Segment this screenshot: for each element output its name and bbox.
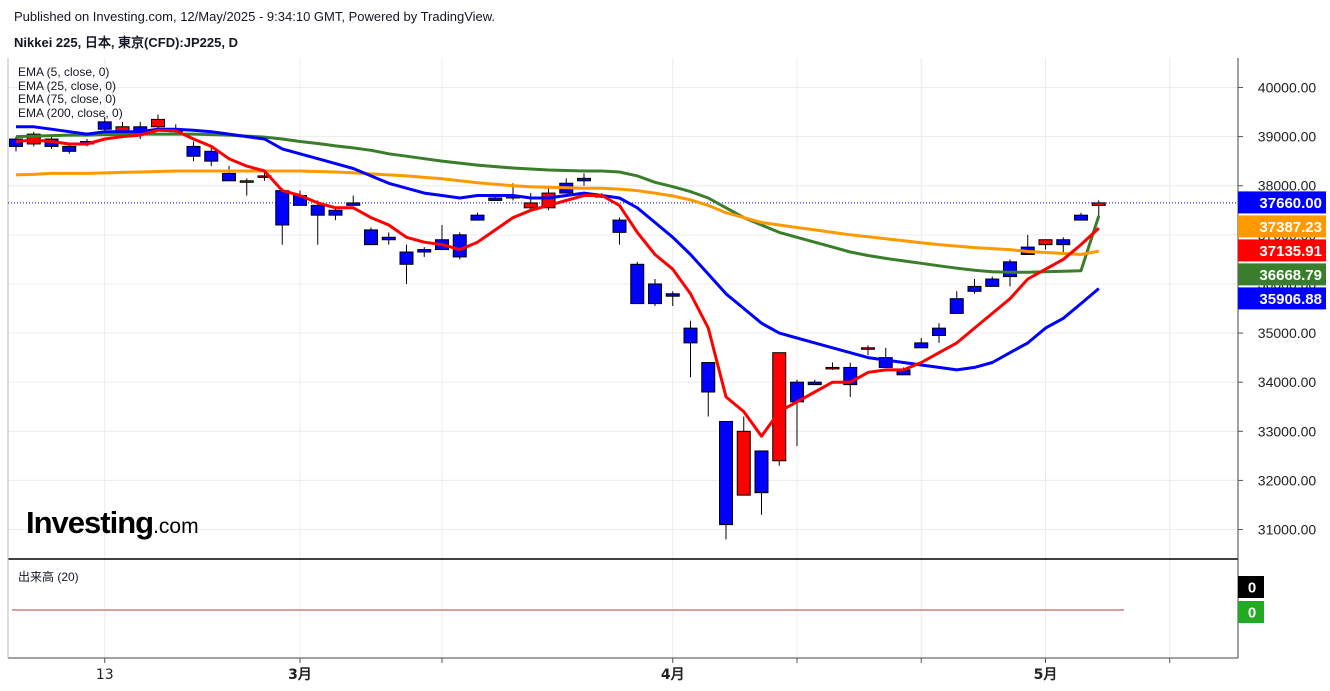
volume-value-label: 0 [1248,605,1256,622]
candle-body [1003,261,1017,278]
candle-body [151,118,165,128]
candle-body [754,450,769,494]
ema25-value-label: 35906.88 [1259,291,1322,308]
volume-value-bg [1238,601,1264,623]
candle-body [204,150,219,162]
candle-body [186,145,201,157]
candle-body [1074,214,1088,221]
candle-body [665,293,680,297]
ema5-value-label: 37135.91 [1259,243,1322,260]
candle-body [630,263,645,305]
ema75-value-label: 37387.23 [1259,219,1322,236]
ema-layer [15,125,1101,438]
candle-body [399,251,414,265]
candle-body [914,342,929,349]
x-axis: 13 3月 4月 5月 [96,658,1171,683]
x-tick-label: 5月 [1034,667,1058,683]
y-tick-label: 32000.00 [1258,472,1317,488]
x-tick-label: 4月 [661,667,685,683]
ema75-line [15,169,1100,256]
y-tick-label: 35000.00 [1258,325,1317,341]
legend-ema75: EMA (75, close, 0) [18,92,117,107]
legend-ema5: EMA (5, close, 0) [18,65,110,79]
candle-body [967,285,982,292]
last-price-label: 37660.00 [1259,195,1322,212]
ema200-value-label: 36668.79 [1259,267,1322,284]
volume-value-label: 0 [1248,580,1256,597]
instrument-title: Nikkei 225, 日本, 東京(CFD):JP225, D [14,35,238,50]
candle-body [825,366,840,370]
published-info: Published on Investing.com, 12/May/2025 … [14,9,496,24]
candle-body [577,177,591,182]
candle-body [97,121,112,130]
candle-body [1091,202,1106,206]
candle-body [878,357,893,368]
ema200-value-label-bg [1238,263,1326,286]
candle-body [275,190,290,226]
candle-body [985,278,1000,287]
logo-suffix: .com [153,515,199,538]
ema75-value-label-bg [1238,215,1326,238]
candle-body [1038,239,1053,246]
volume-value-bg [1238,576,1264,598]
candle-body [452,234,467,258]
ema25-value-label-bg [1238,287,1326,310]
candle-body [807,381,822,386]
candle-body [310,204,325,216]
chart-frame [7,58,1239,659]
candle-body [417,249,432,253]
candle-body [861,347,875,350]
candle-body [523,202,538,209]
candle-body [239,180,254,183]
candle-body [772,352,787,462]
ema5-line [15,128,1100,438]
candle-body [736,430,751,496]
candle-body [612,219,627,233]
candle-body [701,362,716,393]
y-tick-label: 33000.00 [1258,423,1317,439]
y-axis: 31000.00 32000.00 33000.00 34000.00 35000.00… [1238,79,1326,538]
ema-legend: EMA (5, close, 0) EMA (25, close, 0) EMA… [18,65,123,120]
candle-body [328,209,343,216]
candle-body [62,145,77,152]
grid [8,58,1238,658]
investing-logo: Investing.com [26,505,199,541]
candle-body [1056,239,1071,246]
logo-main: Investing [26,505,154,540]
candle-body [470,214,485,221]
candles-layer [9,114,1106,540]
candle-body [222,172,236,182]
x-tick-label: 3月 [288,667,312,683]
candle-body [488,197,503,201]
y-tick-label: 34000.00 [1258,374,1317,390]
candle-body [932,327,946,337]
candle-body [683,327,698,344]
candle-body [9,138,23,147]
candle-body [949,298,964,314]
volume-label: 出来高 (20) [18,570,79,584]
y-tick-label: 39000.00 [1258,129,1317,145]
last-price-label-bg [1238,191,1326,214]
x-tick-label: 13 [96,667,114,683]
legend-ema25: EMA (25, close, 0) [18,78,117,93]
volume-pane: 00 [12,576,1264,623]
candle-body [346,202,361,206]
ema5-value-label-bg [1238,239,1326,262]
candle-body [719,420,733,526]
ema200-line [15,132,1101,274]
y-tick-label: 38000.00 [1258,178,1317,194]
candle-body [364,229,378,246]
candle-body [648,283,662,305]
legend-ema200: EMA (200, close, 0) [18,105,123,120]
y-tick-label: 40000.00 [1258,79,1317,95]
candle-body [381,236,396,241]
y-tick-label: 31000.00 [1258,522,1317,538]
